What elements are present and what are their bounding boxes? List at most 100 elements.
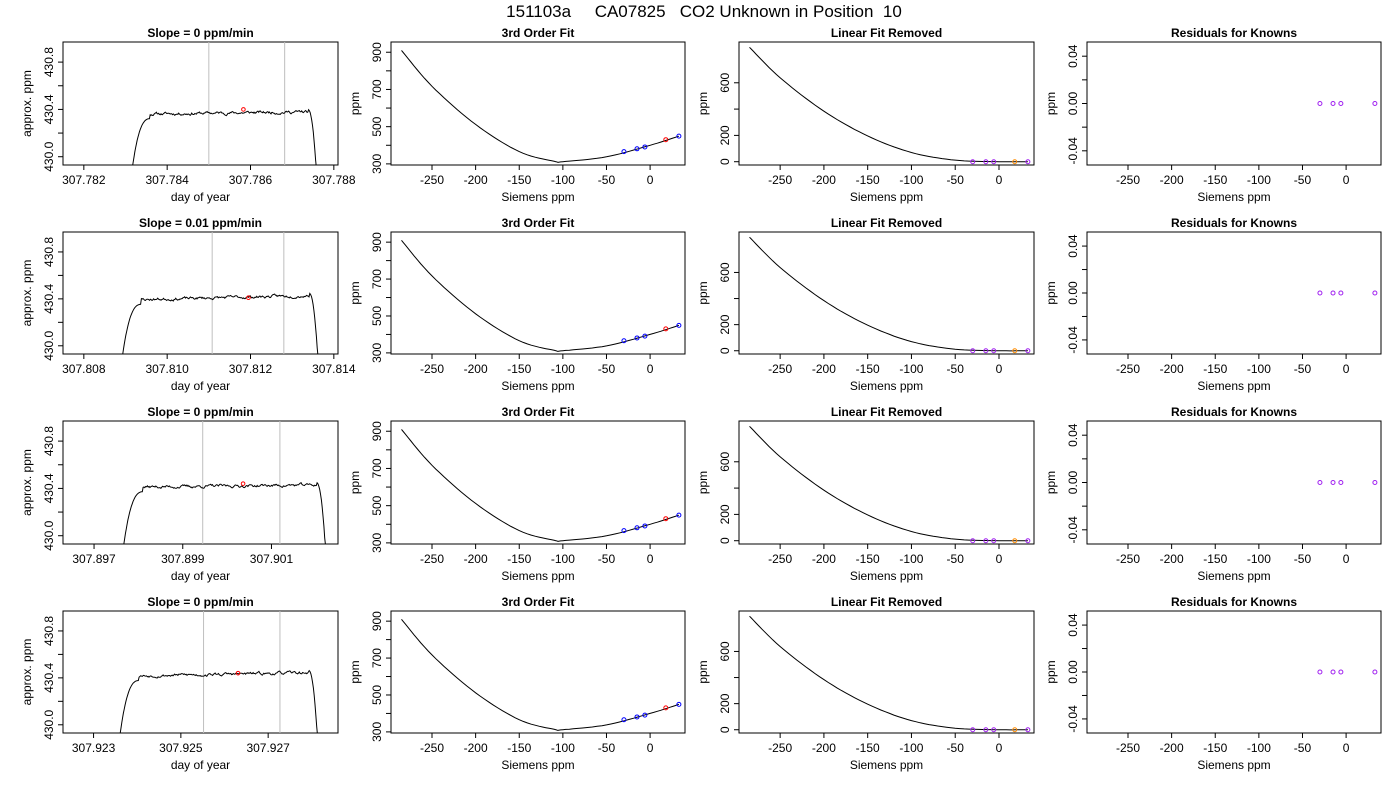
- known-standard-point: [1025, 348, 1031, 354]
- y-tick-label: 700: [370, 458, 384, 478]
- x-tick-label: -100: [899, 741, 923, 755]
- analyzer-trace: [132, 108, 317, 165]
- x-tick-label: 307.812: [229, 362, 273, 376]
- x-axis-label: day of year: [171, 190, 230, 204]
- mean-point: [241, 107, 246, 112]
- x-axis-label: Siemens ppm: [1197, 190, 1270, 204]
- plot-frame: [1086, 610, 1382, 734]
- panel-title: 3rd Order Fit: [502, 595, 575, 609]
- residual-point: [1317, 101, 1323, 106]
- x-tick-label: -200: [812, 362, 836, 376]
- x-tick-label: -250: [1116, 173, 1140, 187]
- known-standard-point: [991, 727, 997, 733]
- panel-title: 3rd Order Fit: [502, 26, 575, 40]
- y-axis-label: approx. ppm: [20, 449, 34, 516]
- x-tick-label: -150: [1203, 362, 1227, 376]
- x-tick-label: -250: [1116, 362, 1140, 376]
- analyzer-trace: [123, 481, 326, 544]
- x-tick-label: -200: [812, 741, 836, 755]
- panel-title: 3rd Order Fit: [502, 405, 575, 419]
- x-tick-label: -150: [856, 173, 880, 187]
- plot-frame: [62, 420, 339, 545]
- fit-curve: [749, 615, 1028, 731]
- panel-title: Residuals for Knowns: [1171, 216, 1297, 230]
- y-tick-label: 430.0: [42, 330, 56, 360]
- plot-frame: [62, 610, 339, 734]
- residuals-panel: Residuals for Knowns -250 -200 -150 -100 -50 0…: [1044, 216, 1382, 393]
- x-tick-label: -150: [856, 362, 880, 376]
- residual-point: [1338, 480, 1344, 485]
- x-tick-label: -200: [812, 552, 836, 566]
- y-tick-label: 430.8: [42, 47, 56, 77]
- x-tick-label: -100: [551, 173, 575, 187]
- residual-point: [1372, 101, 1378, 106]
- x-tick-label: -200: [464, 552, 488, 566]
- x-tick-label: 307.899: [161, 552, 205, 566]
- y-tick-label: 430.8: [42, 237, 56, 267]
- x-tick-label: 0: [996, 173, 1003, 187]
- x-tick-label: 307.786: [229, 173, 273, 187]
- y-tick-label: 200: [718, 314, 732, 334]
- y-axis-label: ppm: [1044, 281, 1058, 304]
- known-standard-point: [676, 133, 682, 139]
- mean-point: [240, 481, 246, 486]
- y-tick-label: 700: [370, 648, 384, 668]
- residual-point: [1317, 290, 1323, 296]
- x-tick-label: -250: [420, 552, 444, 566]
- y-tick-label: 430.8: [42, 616, 56, 646]
- y-tick-label: 0: [718, 158, 732, 165]
- x-tick-label: -150: [1203, 173, 1227, 187]
- x-axis-label: day of year: [171, 379, 230, 393]
- plot-frame: [390, 610, 686, 734]
- x-tick-label: -150: [856, 552, 880, 566]
- x-tick-label: -50: [1294, 362, 1312, 376]
- x-tick-label: 0: [996, 552, 1003, 566]
- y-tick-label: 0.04: [1066, 423, 1080, 447]
- x-axis-label: Siemens ppm: [1197, 569, 1270, 583]
- y-axis-label: ppm: [1044, 471, 1058, 494]
- residual-point: [1338, 290, 1344, 296]
- x-tick-label: 307.927: [246, 741, 290, 755]
- known-standard-point: [1025, 159, 1031, 165]
- x-tick-label: -100: [551, 552, 575, 566]
- x-tick-label: 0: [1343, 741, 1350, 755]
- y-tick-label: 600: [718, 72, 732, 92]
- plot-frame: [390, 231, 686, 355]
- y-tick-label: 0: [718, 347, 732, 354]
- x-tick-label: -250: [420, 173, 444, 187]
- x-tick-label: -150: [856, 741, 880, 755]
- y-tick-label: 700: [370, 269, 384, 289]
- panel-title: Slope = 0 ppm/min: [147, 405, 253, 419]
- y-tick-label: 0.00: [1066, 470, 1080, 494]
- x-tick-label: -250: [768, 362, 792, 376]
- x-tick-label: -100: [551, 362, 575, 376]
- y-axis-label: ppm: [348, 660, 362, 683]
- x-axis-label: Siemens ppm: [501, 758, 574, 772]
- x-tick-label: -50: [598, 552, 616, 566]
- linear-removed-panel: Linear Fit Removed -250 -200 -150 -100 -50 0 0 2…: [696, 405, 1035, 583]
- residual-point: [1317, 669, 1323, 675]
- known-standard-point: [642, 523, 648, 529]
- x-tick-label: -100: [899, 362, 923, 376]
- fit-curve: [749, 425, 1028, 542]
- x-tick-label: -50: [598, 173, 616, 187]
- residuals-panel: Residuals for Knowns -250 -200 -150 -100 -50 0…: [1044, 405, 1382, 583]
- plot-frame: [390, 420, 686, 545]
- known-standard-point: [676, 322, 682, 328]
- x-tick-label: 307.808: [62, 362, 106, 376]
- x-tick-label: -200: [1160, 552, 1184, 566]
- x-tick-label: 0: [647, 173, 654, 187]
- x-axis-label: Siemens ppm: [501, 569, 574, 583]
- x-tick-label: -150: [507, 552, 531, 566]
- y-tick-label: -0.04: [1066, 326, 1080, 354]
- plot-frame: [738, 420, 1035, 545]
- y-tick-label: 600: [718, 641, 732, 661]
- y-tick-label: 0: [718, 726, 732, 733]
- y-axis-label: ppm: [696, 281, 710, 304]
- plot-grid: Slope = 0 ppm/min 307.782 307.784 307.786 30…: [20, 26, 1382, 772]
- panel-title: Residuals for Knowns: [1171, 595, 1297, 609]
- x-tick-label: 307.897: [72, 552, 116, 566]
- unknown-sample-point: [1012, 727, 1018, 733]
- y-tick-label: 200: [718, 504, 732, 524]
- y-axis-label: ppm: [348, 281, 362, 304]
